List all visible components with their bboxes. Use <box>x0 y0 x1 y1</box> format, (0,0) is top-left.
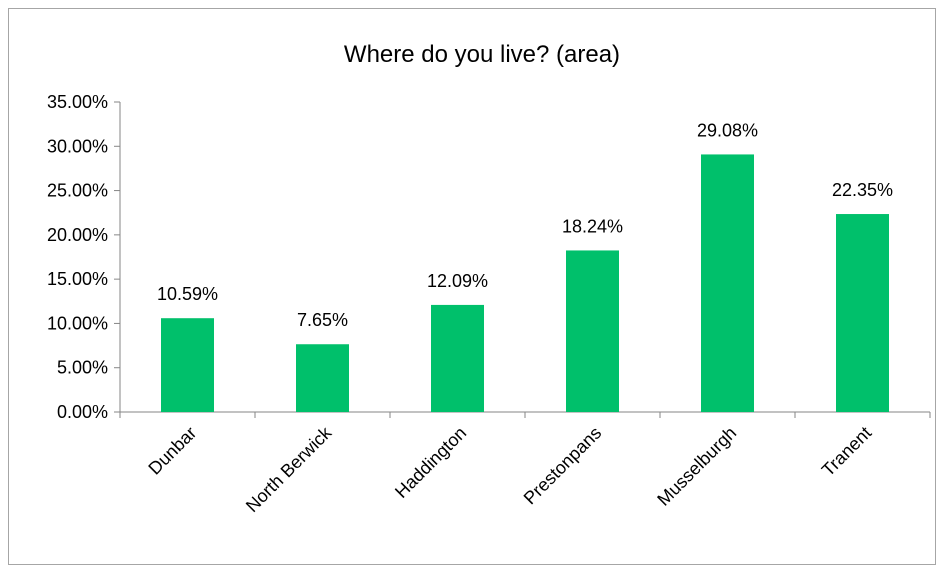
y-tick-label: 30.00% <box>47 136 108 156</box>
y-tick-label: 20.00% <box>47 225 108 245</box>
y-tick-label: 35.00% <box>47 92 108 112</box>
x-category-label: North Berwick <box>242 422 336 516</box>
bar <box>701 154 754 413</box>
bar <box>836 214 889 412</box>
y-tick-label: 25.00% <box>47 181 108 201</box>
x-category-label: Tranent <box>818 423 876 481</box>
bar-data-label: 22.35% <box>832 180 893 200</box>
bars <box>161 154 889 413</box>
chart-frame <box>8 8 936 565</box>
chart-title: Where do you live? (area) <box>344 41 620 68</box>
x-category-label: Dunbar <box>144 423 200 479</box>
y-tick-label: 15.00% <box>47 269 108 289</box>
bar-data-label: 12.09% <box>427 271 488 291</box>
data-labels: 10.59% 7.65% 12.09% 18.24% 29.08% 22.35% <box>157 120 893 330</box>
x-category-label: Haddington <box>391 423 470 502</box>
x-category-label: Prestonpans <box>520 423 606 509</box>
bar <box>296 344 349 412</box>
bar <box>431 304 484 412</box>
bar-data-label: 18.24% <box>562 216 623 236</box>
y-tick-label: 0.00% <box>57 402 108 422</box>
bar-data-label: 10.59% <box>157 284 218 304</box>
y-tick-label: 10.00% <box>47 313 108 333</box>
bar-data-label: 7.65% <box>297 310 348 330</box>
y-tick-label: 5.00% <box>57 358 108 378</box>
x-axis: Dunbar North Berwick Haddington Prestonpans… <box>119 411 931 516</box>
bar-data-label: 29.08% <box>697 120 758 140</box>
x-category-label: Musselburgh <box>653 423 740 510</box>
bar <box>566 250 619 412</box>
bar <box>161 318 214 412</box>
y-axis: 0.00% 5.00% 10.00% 15.00% 20.00% 25.00% 30.00%… <box>47 92 121 422</box>
